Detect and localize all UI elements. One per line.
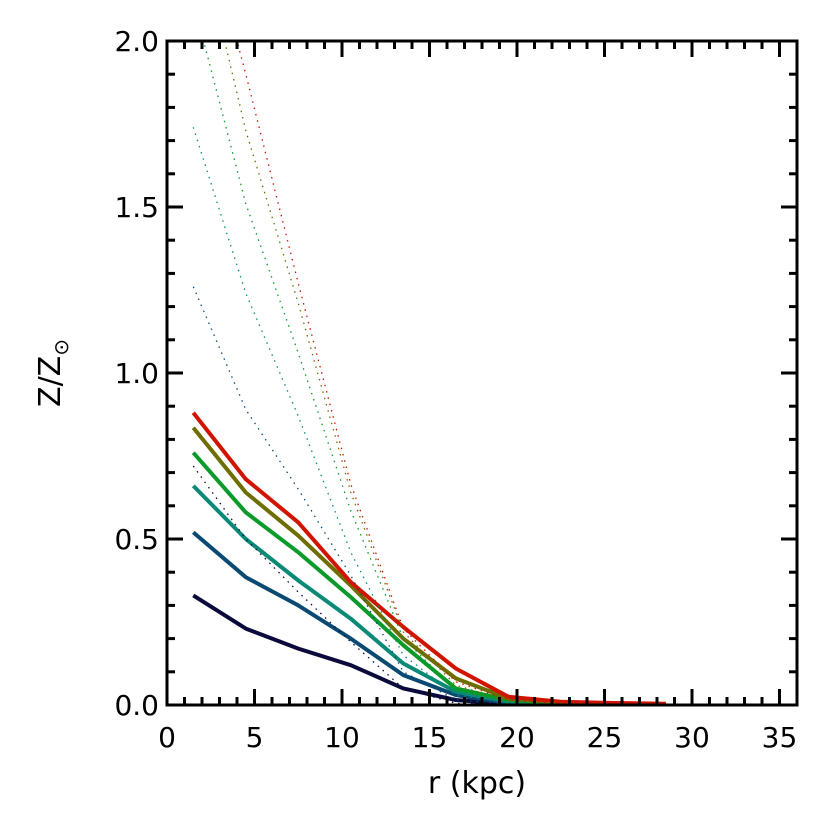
x-tick-label: 25 <box>587 721 623 754</box>
x-tick-label: 35 <box>762 721 798 754</box>
dotted-series-line-8 <box>192 127 666 705</box>
dotted-series-line-9 <box>202 41 666 705</box>
y-tick-label: 1.0 <box>114 357 159 390</box>
y-tick-label: 2.0 <box>114 25 159 58</box>
solid-series-line-4 <box>191 426 666 705</box>
x-tick-label: 15 <box>412 721 448 754</box>
y-tick-label: 0.0 <box>114 689 159 722</box>
x-axis-label: r (kpc) <box>428 766 526 801</box>
x-tick-label: 20 <box>499 721 535 754</box>
solid-series-line-3 <box>191 451 666 705</box>
series-layer <box>191 41 666 705</box>
plot-frame <box>165 39 799 707</box>
tick-labels: 0 5 10 15 20 25 30 35 0.0 0.5 1.0 1.5 2.0 <box>114 25 797 754</box>
svg-text:Z/Z⊙: Z/Z⊙ <box>33 339 73 407</box>
x-tick-label: 30 <box>674 721 710 754</box>
y-axis-label: Z/Z⊙ <box>33 339 73 407</box>
axis-ticks <box>165 39 799 707</box>
y-tick-label: 0.5 <box>114 523 159 556</box>
x-tick-label: 5 <box>246 721 264 754</box>
dotted-series-line-10 <box>223 41 666 705</box>
y-axis-label-sun-subscript: ⊙ <box>49 339 73 356</box>
y-tick-label: 1.5 <box>114 191 159 224</box>
solid-series-line-2 <box>191 484 666 705</box>
dotted-series-line-11 <box>236 41 666 705</box>
x-tick-label: 0 <box>158 721 176 754</box>
x-tick-label: 10 <box>324 721 360 754</box>
y-axis-label-main: Z/Z <box>33 356 68 407</box>
